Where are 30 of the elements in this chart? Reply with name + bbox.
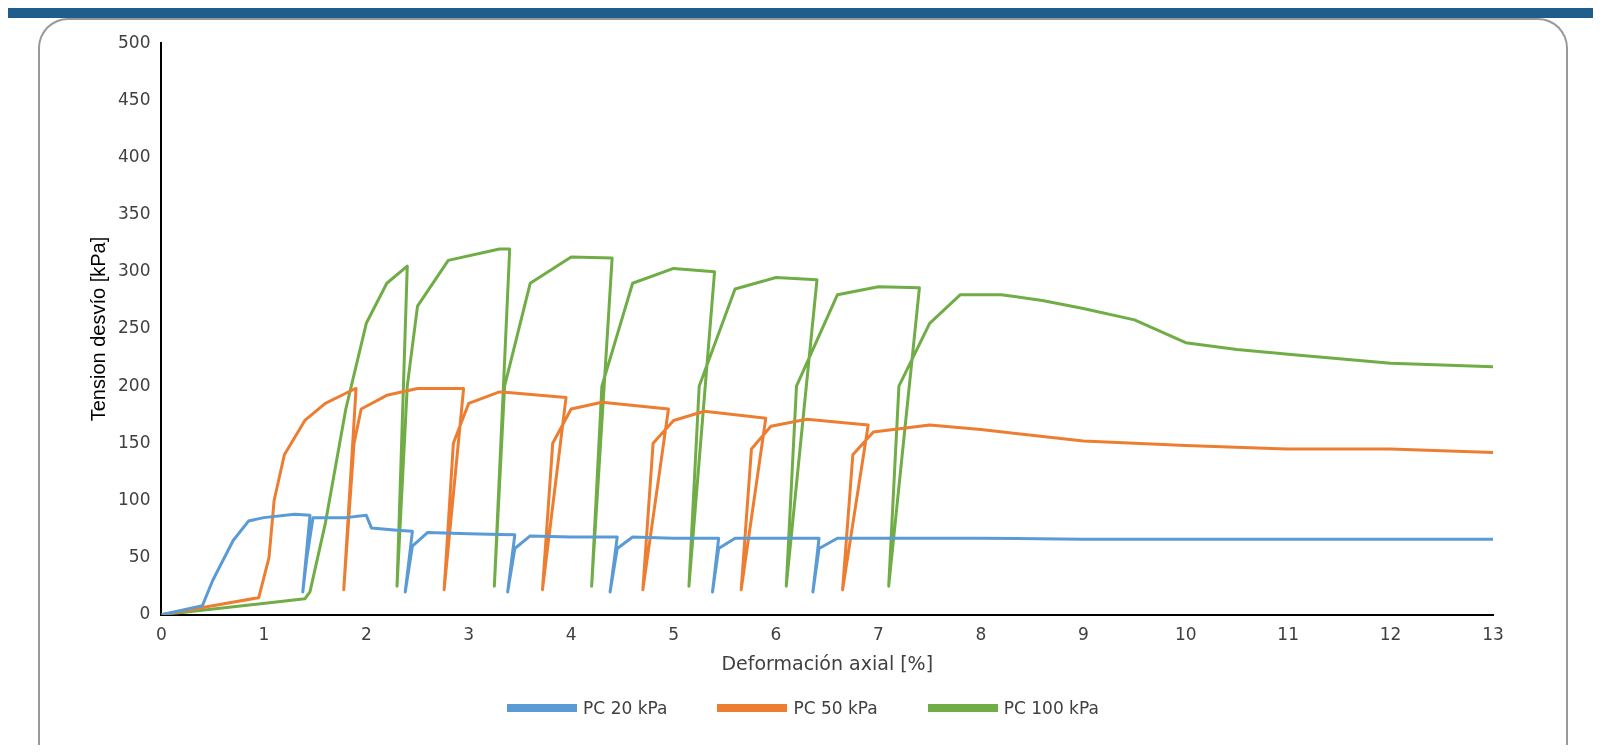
y-tick-label: 200 [117,374,151,395]
x-tick-label: 1 [258,624,270,645]
x-tick-label: 8 [975,624,987,645]
x-tick-label: 9 [1077,624,1089,645]
x-tick-label: 13 [1482,624,1504,645]
y-tick-label: 450 [117,88,151,109]
x-axis-title: Deformación axial [%] [721,651,934,674]
legend-label: PC 50 kPa [793,698,878,718]
y-tick-label: 150 [117,431,151,452]
y-tick-label: 350 [117,203,151,224]
x-tick-label: 6 [770,624,782,645]
x-tick-label: 4 [565,624,577,645]
x-tick-label: 12 [1379,624,1402,645]
y-axis-title: Tension desvío [kPa] [86,236,109,422]
legend-label: PC 100 kPa [1003,698,1099,718]
y-tick-label: 100 [117,488,151,509]
x-tick-label: 2 [360,624,372,645]
y-tick-label: 400 [117,145,151,166]
x-tick-label: 7 [873,624,884,645]
x-tick-label: 3 [463,624,475,645]
y-tick-label: 500 [117,31,151,52]
x-tick-label: 11 [1277,624,1299,645]
y-tick-label: 50 [128,546,151,567]
x-tick-label: 10 [1174,624,1197,645]
y-tick-label: 250 [117,317,151,338]
x-tick-label: 5 [668,624,679,645]
x-tick-label: 0 [156,624,167,645]
y-tick-label: 300 [117,260,151,281]
legend-label: PC 20 kPa [583,698,668,718]
y-tick-label: 0 [139,603,151,624]
